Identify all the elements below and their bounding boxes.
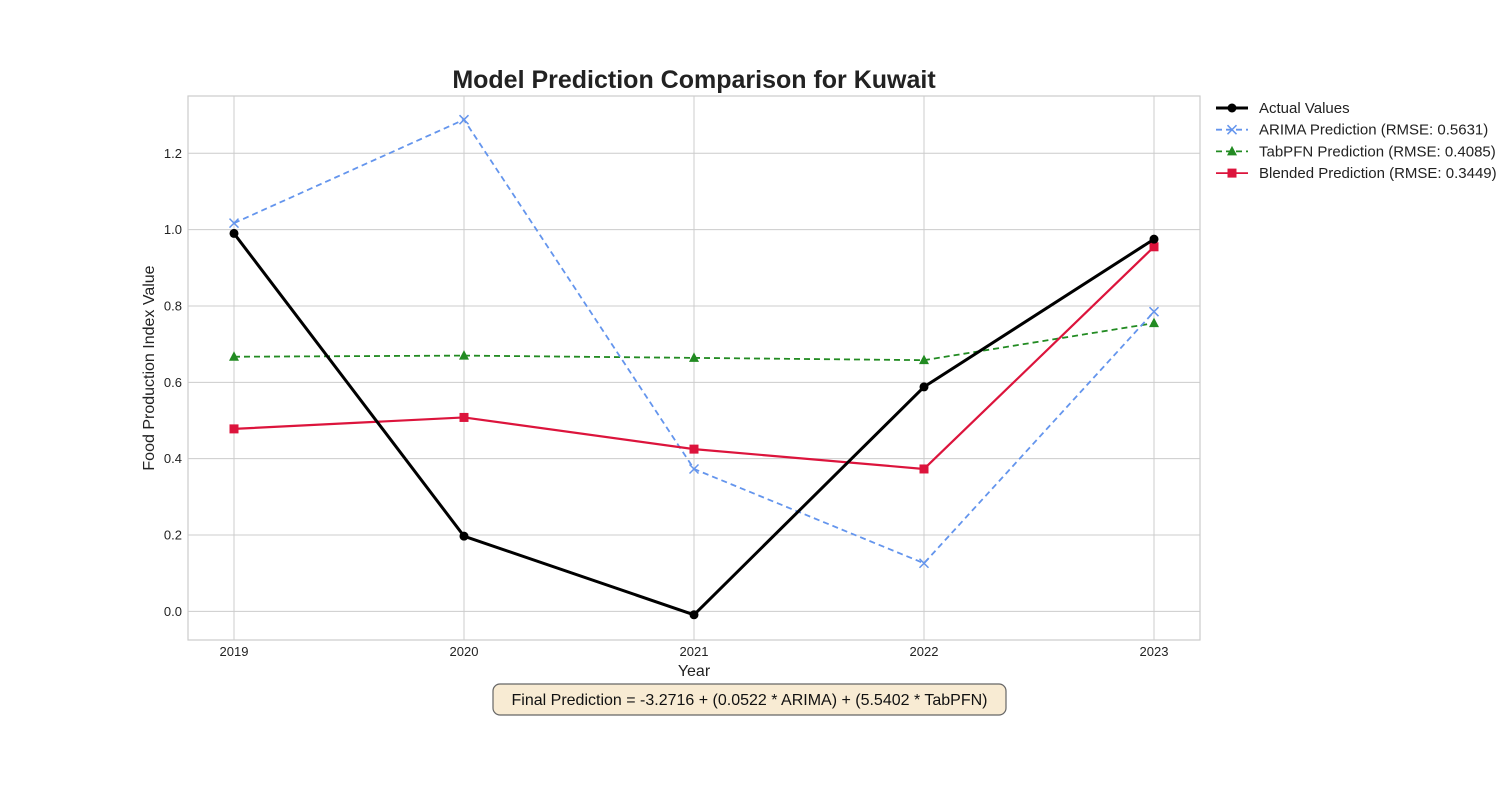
legend-item-arima: ARIMA Prediction (RMSE: 0.5631): [1216, 122, 1488, 139]
formula-text: Final Prediction = -3.2716 + (0.0522 * A…: [512, 692, 988, 709]
data-point-blended: [229, 424, 239, 434]
y-tick-label: 0.8: [164, 298, 182, 313]
marker-stroke: [918, 558, 930, 569]
legend-marker: [1226, 124, 1238, 135]
legend-marker: [1227, 103, 1237, 113]
legend-label: ARIMA Prediction (RMSE: 0.5631): [1259, 122, 1488, 139]
formula-annotation: Final Prediction = -3.2716 + (0.0522 * A…: [492, 683, 1007, 716]
legend-item-blended: Blended Prediction (RMSE: 0.3449): [1216, 165, 1497, 182]
data-point-blended: [1149, 242, 1159, 252]
data-point-arima: [1148, 306, 1160, 317]
formula-box: [492, 683, 1007, 716]
data-point-actual: [229, 228, 239, 238]
series-blended: [229, 242, 1159, 474]
data-point-blended: [689, 444, 699, 454]
series-group: [228, 114, 1160, 620]
data-point-tabpfn: [689, 352, 699, 362]
marker-stroke: [458, 114, 470, 125]
y-tick-label: 0.2: [164, 528, 182, 543]
legend-marker: [1227, 168, 1237, 178]
data-point-tabpfn: [459, 350, 469, 360]
legend: Actual Values ARIMA Prediction (RMSE: 0.5…: [1216, 100, 1497, 182]
grid: [188, 96, 1200, 640]
data-point-actual: [459, 531, 469, 541]
x-axis-label: Year: [678, 663, 711, 680]
x-tick-label: 2020: [450, 644, 479, 659]
data-point-actual: [689, 610, 699, 620]
data-point-tabpfn: [1149, 317, 1159, 328]
series-actual: [229, 228, 1159, 620]
x-tick-label: 2023: [1140, 644, 1169, 659]
tick-labels: 0.0 0.2 0.4 0.6 0.8 1.0 1.2 2019 2020 2021 2022 202…: [164, 146, 1169, 659]
y-tick-label: 0.0: [164, 604, 182, 619]
data-point-arima: [458, 114, 470, 125]
legend-item-tabpfn: TabPFN Prediction (RMSE: 0.4085): [1216, 143, 1496, 160]
y-tick-label: 1.0: [164, 222, 182, 237]
y-tick-label: 0.6: [164, 375, 182, 390]
data-point-actual: [919, 382, 929, 392]
y-tick-label: 1.2: [164, 146, 182, 161]
chart-title: Model Prediction Comparison for Kuwait: [452, 66, 936, 94]
x-tick-label: 2021: [680, 644, 709, 659]
marker-stroke: [1226, 124, 1238, 135]
legend-label: Actual Values: [1259, 100, 1350, 117]
marker-stroke: [228, 218, 240, 229]
data-point-arima: [228, 218, 240, 229]
marker-stroke: [688, 463, 700, 475]
series-tabpfn: [229, 317, 1159, 365]
data-point-arima: [688, 463, 700, 475]
marker-stroke: [1148, 306, 1160, 317]
plot-frame: [187, 95, 1201, 641]
series-arima: [228, 114, 1160, 569]
data-point-blended: [459, 412, 469, 422]
data-point-tabpfn: [229, 351, 239, 361]
data-point-tabpfn: [919, 354, 929, 365]
y-axis-label: Food Production Index Value: [141, 265, 158, 470]
data-point-actual: [1149, 234, 1159, 244]
data-point-arima: [918, 558, 930, 569]
legend-label: TabPFN Prediction (RMSE: 0.4085): [1259, 143, 1496, 160]
x-tick-label: 2022: [910, 644, 939, 659]
y-tick-label: 0.4: [164, 451, 182, 466]
x-tick-label: 2019: [220, 644, 249, 659]
legend-item-actual: Actual Values: [1216, 100, 1350, 117]
legend-marker: [1227, 145, 1237, 156]
data-point-blended: [919, 464, 929, 474]
legend-label: Blended Prediction (RMSE: 0.3449): [1259, 165, 1497, 182]
